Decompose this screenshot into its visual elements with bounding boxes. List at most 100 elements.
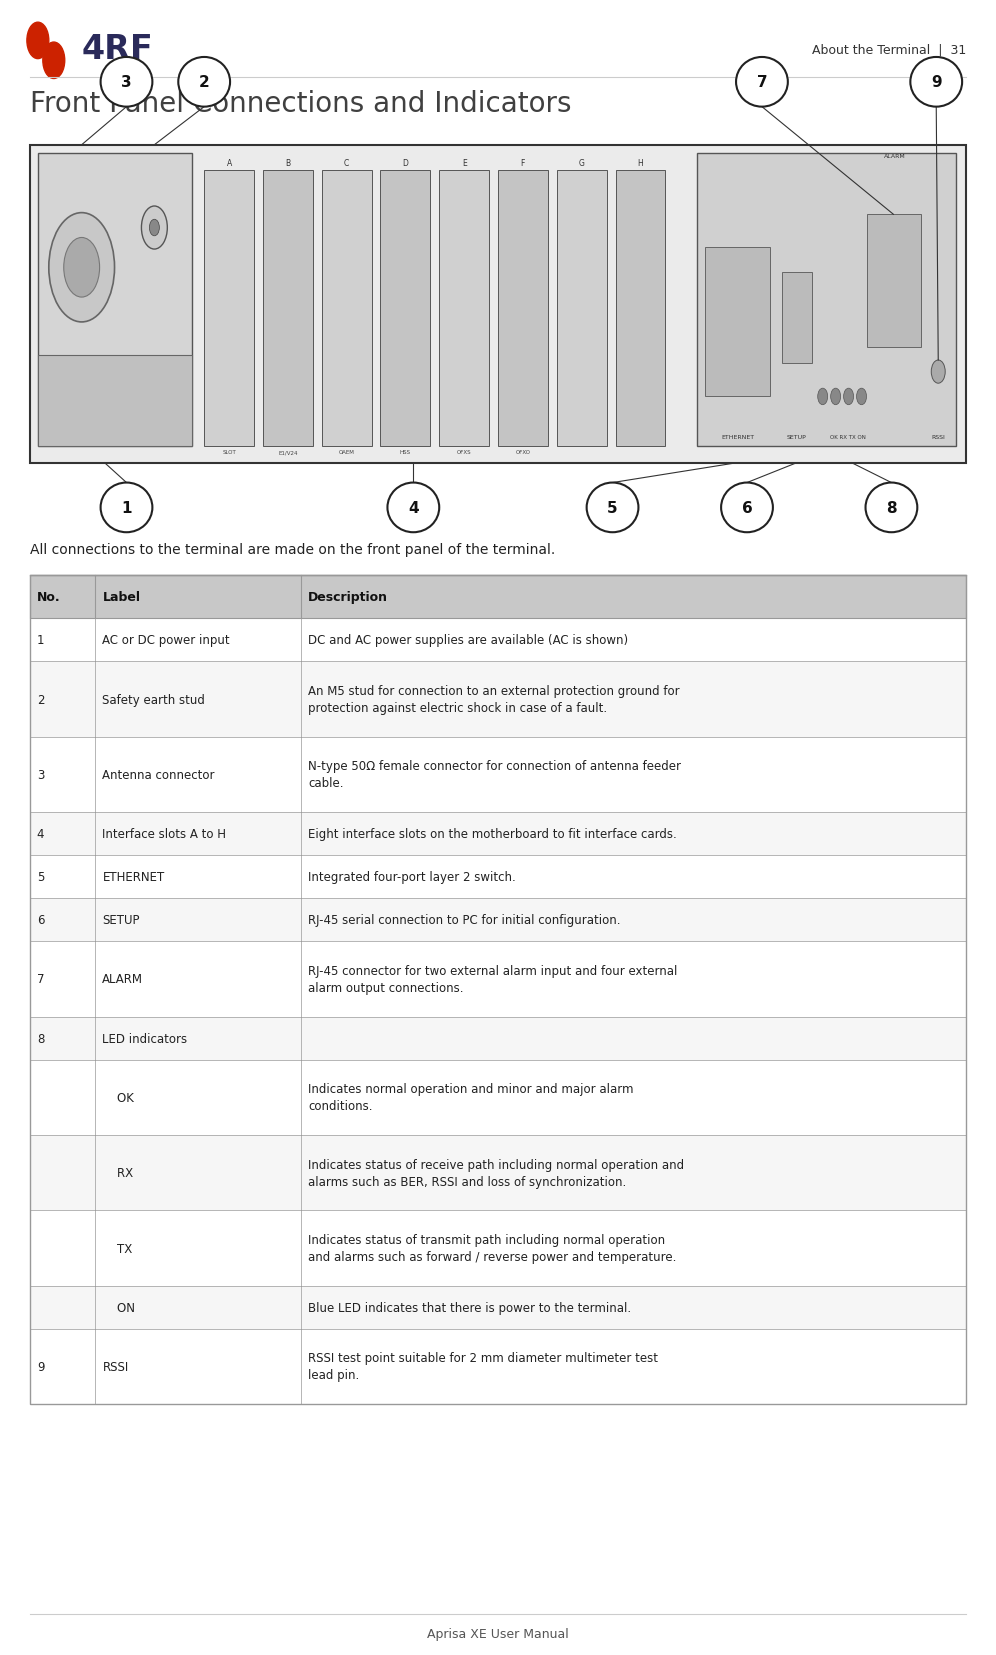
Text: ETHERNET: ETHERNET	[103, 871, 164, 884]
Text: RSSI: RSSI	[931, 435, 945, 440]
Circle shape	[831, 389, 841, 405]
Text: 8: 8	[37, 1033, 44, 1044]
Text: 1: 1	[37, 634, 45, 647]
Text: Antenna connector: Antenna connector	[103, 768, 215, 781]
Text: Blue LED indicates that there is power to the terminal.: Blue LED indicates that there is power t…	[309, 1301, 631, 1314]
Text: Interface slots A to H: Interface slots A to H	[103, 828, 226, 841]
Text: 5: 5	[608, 500, 618, 516]
Text: H: H	[637, 159, 643, 167]
Bar	[30, 738, 966, 813]
Text: 1: 1	[122, 500, 131, 516]
Text: B: B	[285, 159, 291, 167]
Bar	[30, 813, 966, 856]
Circle shape	[844, 389, 854, 405]
Text: DC and AC power supplies are available (AC is shown): DC and AC power supplies are available (…	[309, 634, 628, 647]
Text: ETHERNET: ETHERNET	[721, 435, 755, 440]
Ellipse shape	[736, 58, 788, 108]
Text: Safety earth stud: Safety earth stud	[103, 693, 205, 707]
Text: OFXO: OFXO	[515, 450, 531, 455]
Circle shape	[64, 238, 100, 298]
Text: LED indicators: LED indicators	[103, 1033, 187, 1044]
Text: An M5 stud for connection to an external protection ground for
protection agains: An M5 stud for connection to an external…	[309, 685, 680, 715]
Text: 7: 7	[37, 973, 45, 986]
Text: 6: 6	[37, 914, 45, 927]
FancyBboxPatch shape	[439, 170, 489, 447]
Text: 4: 4	[408, 500, 418, 516]
Bar	[30, 662, 966, 738]
Text: About the Terminal  |  31: About the Terminal | 31	[812, 43, 966, 56]
Text: Front Panel Connections and Indicators: Front Panel Connections and Indicators	[30, 91, 572, 118]
Text: TX: TX	[103, 1241, 132, 1254]
Text: OAEM: OAEM	[339, 450, 355, 455]
Text: Eight interface slots on the motherboard to fit interface cards.: Eight interface slots on the motherboard…	[309, 828, 677, 841]
Text: SLOT: SLOT	[222, 450, 236, 455]
Ellipse shape	[721, 483, 773, 533]
Text: RSSI: RSSI	[103, 1360, 128, 1374]
Text: 7: 7	[757, 74, 767, 91]
Bar	[30, 1135, 966, 1211]
Bar	[30, 1286, 966, 1329]
Text: Aprisa XE User Manual: Aprisa XE User Manual	[427, 1627, 569, 1640]
Text: E: E	[462, 159, 466, 167]
Text: Description: Description	[309, 591, 388, 604]
Text: 6: 6	[742, 500, 752, 516]
Circle shape	[43, 43, 65, 79]
Ellipse shape	[178, 58, 230, 108]
FancyBboxPatch shape	[705, 248, 770, 397]
Bar	[30, 576, 966, 619]
Circle shape	[141, 207, 167, 250]
Text: RSSI test point suitable for 2 mm diameter multimeter test
lead pin.: RSSI test point suitable for 2 mm diamet…	[309, 1352, 658, 1382]
Text: 4: 4	[37, 828, 45, 841]
Bar	[30, 1329, 966, 1403]
Text: 3: 3	[122, 74, 131, 91]
Ellipse shape	[866, 483, 917, 533]
Text: OFXS: OFXS	[457, 450, 471, 455]
Circle shape	[149, 220, 159, 237]
Circle shape	[27, 23, 49, 60]
Text: OK RX TX ON: OK RX TX ON	[830, 435, 866, 440]
Text: ALARM: ALARM	[883, 154, 905, 159]
Text: RJ-45 connector for two external alarm input and four external
alarm output conn: RJ-45 connector for two external alarm i…	[309, 965, 677, 995]
FancyBboxPatch shape	[782, 273, 812, 364]
FancyBboxPatch shape	[38, 356, 192, 447]
Text: N-type 50Ω female connector for connection of antenna feeder
cable.: N-type 50Ω female connector for connecti…	[309, 760, 681, 789]
Bar	[30, 1211, 966, 1286]
FancyBboxPatch shape	[498, 170, 548, 447]
FancyBboxPatch shape	[30, 146, 966, 463]
Text: OK: OK	[103, 1091, 134, 1104]
FancyBboxPatch shape	[263, 170, 313, 447]
Text: RX: RX	[103, 1167, 133, 1180]
FancyBboxPatch shape	[38, 154, 192, 447]
Text: 8: 8	[886, 500, 896, 516]
FancyBboxPatch shape	[616, 170, 665, 447]
Text: HSS: HSS	[399, 450, 411, 455]
Text: AC or DC power input: AC or DC power input	[103, 634, 230, 647]
Text: All connections to the terminal are made on the front panel of the terminal.: All connections to the terminal are made…	[30, 543, 555, 556]
FancyBboxPatch shape	[697, 154, 956, 447]
Text: Indicates normal operation and minor and major alarm
conditions.: Indicates normal operation and minor and…	[309, 1082, 633, 1112]
Text: G: G	[579, 159, 585, 167]
Circle shape	[931, 361, 945, 384]
Text: No.: No.	[37, 591, 61, 604]
Bar	[30, 576, 966, 1403]
Text: 4RF: 4RF	[82, 33, 153, 66]
Text: 2: 2	[199, 74, 209, 91]
Text: RJ-45 serial connection to PC for initial configuration.: RJ-45 serial connection to PC for initia…	[309, 914, 621, 927]
Ellipse shape	[101, 58, 152, 108]
Ellipse shape	[101, 483, 152, 533]
Circle shape	[49, 213, 115, 323]
Text: ON: ON	[103, 1301, 135, 1314]
Ellipse shape	[910, 58, 962, 108]
Text: SETUP: SETUP	[103, 914, 139, 927]
Bar	[30, 1016, 966, 1061]
FancyBboxPatch shape	[322, 170, 372, 447]
Circle shape	[857, 389, 867, 405]
Text: Indicates status of receive path including normal operation and
alarms such as B: Indicates status of receive path includi…	[309, 1158, 684, 1188]
Text: D: D	[402, 159, 408, 167]
Text: 3: 3	[37, 768, 44, 781]
Ellipse shape	[587, 483, 638, 533]
FancyBboxPatch shape	[867, 215, 921, 348]
Text: F: F	[521, 159, 525, 167]
Bar	[30, 1061, 966, 1135]
Bar	[30, 856, 966, 899]
